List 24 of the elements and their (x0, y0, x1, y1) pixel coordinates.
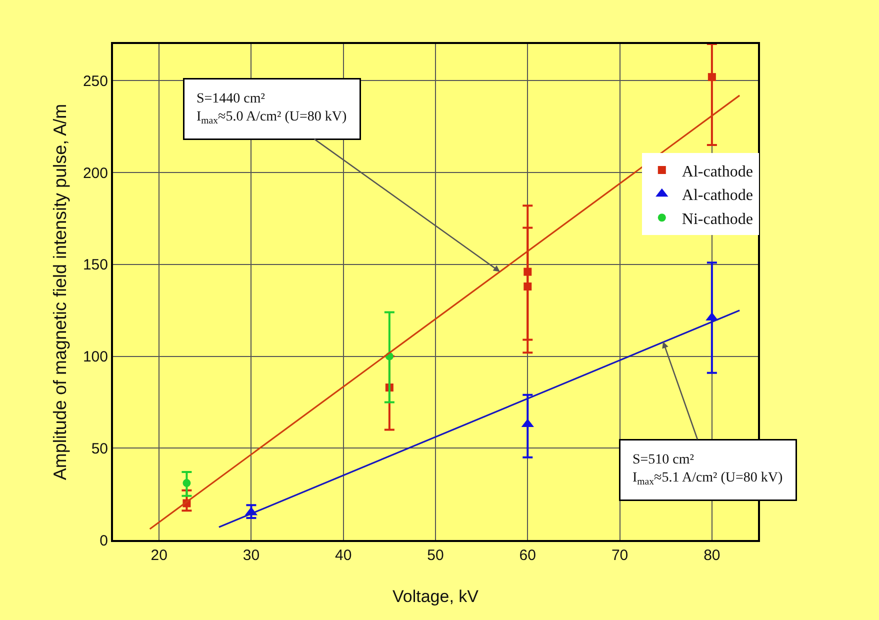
x-tick-label: 30 (242, 547, 260, 564)
point (708, 73, 716, 82)
y-tick-label: 0 (100, 532, 108, 550)
x-tick-label: 40 (335, 547, 352, 564)
x-tick-label: 70 (611, 547, 628, 564)
point (524, 282, 532, 290)
y-axis-title: Amplitude of magnetic field intensity pulse, A/m (50, 104, 70, 480)
x-tick-label: 60 (519, 547, 536, 564)
y-tick-label: 150 (82, 256, 108, 274)
point (524, 268, 532, 276)
legend-label: Al-cathode (682, 163, 753, 180)
y-tick-label: 250 (82, 72, 108, 90)
y-tick-label: 200 (82, 164, 108, 182)
legend-label: Al-cathode (682, 187, 753, 204)
x-tick-label: 50 (427, 547, 444, 564)
annotation: S=1440 cm² I$_{max}$≈5.0 A/cm² (U=80 kV) (196, 92, 348, 127)
y-tick-label: 50 (91, 440, 108, 458)
point (182, 479, 191, 488)
x-tick-label: 80 (704, 547, 720, 564)
x-tick-label: 20 (150, 547, 168, 564)
annotation: S=510 cm² I$_{max}$≈5.1 A/cm² (U=80 kV) (632, 452, 784, 488)
x-axis-title: Voltage, kV (392, 587, 480, 606)
y-tick-label: 100 (82, 348, 108, 366)
legend-label: Ni-cathode (682, 210, 753, 228)
